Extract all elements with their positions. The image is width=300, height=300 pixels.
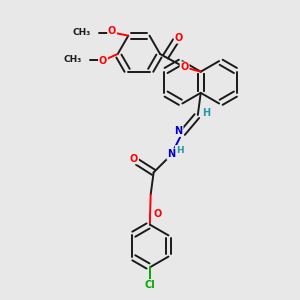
Text: O: O	[99, 56, 107, 66]
Text: O: O	[130, 154, 138, 164]
Text: O: O	[175, 33, 183, 43]
Text: O: O	[108, 26, 116, 36]
Text: H: H	[202, 109, 210, 118]
Text: O: O	[153, 208, 162, 219]
Text: CH₃: CH₃	[63, 56, 82, 64]
Text: CH₃: CH₃	[72, 28, 91, 37]
Text: O: O	[180, 62, 189, 72]
Text: Cl: Cl	[145, 280, 155, 290]
Text: N: N	[175, 126, 183, 136]
Text: N: N	[167, 149, 176, 159]
Text: H: H	[176, 146, 183, 155]
